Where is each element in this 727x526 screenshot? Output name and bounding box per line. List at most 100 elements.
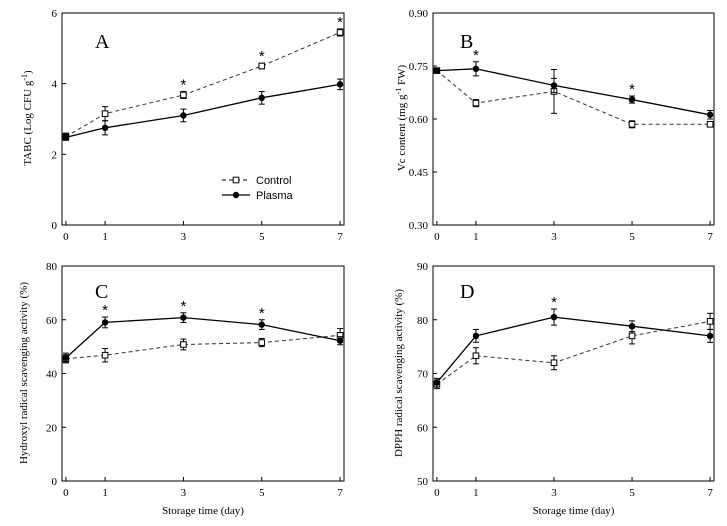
chart-d-series-plasma-point <box>706 332 714 340</box>
chart-a-series-plasma-point <box>336 81 344 88</box>
chart-a-legend-swatch-marker <box>232 176 240 184</box>
chart-c-y-tick-label: 40 <box>46 369 58 381</box>
chart-a-y-axis-title-sup: -1 <box>20 74 29 81</box>
chart-a-legend: Control Plasma <box>222 175 294 202</box>
chart-c-x-tick-label: 3 <box>181 487 187 499</box>
chart-c-x-tick-label: 7 <box>337 487 343 499</box>
chart-b-y-axis-title: Vc content (mg g-1 FW) <box>394 65 409 172</box>
chart-b-series-plasma-point <box>472 65 480 73</box>
chart-c-y-tick-label: 0 <box>52 476 58 488</box>
chart-d-series-control-point <box>706 318 714 325</box>
chart-b-y-tick-label: 0.75 <box>409 61 429 73</box>
chart-a-legend-label: Plasma <box>256 190 294 202</box>
chart-c-series-control-point <box>101 351 109 359</box>
chart-d-x-axis-title: Storage time (day) <box>533 505 615 517</box>
chart-d-series-control-point <box>472 352 480 360</box>
chart-a-significance-marker: * <box>180 76 186 93</box>
chart-c-panel-letter: C <box>95 281 108 303</box>
chart-d-y-tick-label: 50 <box>417 476 429 488</box>
chart-b-y-tick-label: 0.45 <box>409 167 429 179</box>
chart-b-series-control-point <box>628 121 636 128</box>
chart-c-significance-marker: * <box>259 305 265 322</box>
chart-a-series-control-point <box>336 29 344 36</box>
chart-b-series-control-point <box>472 99 480 107</box>
chart-a-legend-label: Control <box>256 175 291 187</box>
chart-a-y-tick-label: 0 <box>52 220 58 232</box>
chart-b-panel-letter: B <box>460 31 473 53</box>
chart-c-series-plasma-point <box>62 354 70 362</box>
chart-c-series-plasma-point <box>258 321 265 328</box>
chart-c-panel: 0 20 40 60 80 0 1 3 5 7 Hydroxyl radical scavengin… <box>18 261 345 517</box>
chart-a-panel-letter: A <box>95 31 110 53</box>
chart-a-y-axis-title-end: ) <box>22 70 34 74</box>
chart-d-series-control-point <box>628 332 636 340</box>
chart-c-y-axis-title: Hydroxyl radical scavenging activity (%) <box>18 282 30 464</box>
chart-c-x-tick-label: 5 <box>259 487 265 499</box>
chart-d-y-axis-title: DPPH radical scavenging activity (%) <box>393 289 405 457</box>
chart-b-significance-marker: * <box>629 81 635 98</box>
chart-a-legend-swatch-marker <box>232 191 240 199</box>
chart-b-y-axis-title-main: Vc content (mg g <box>396 94 408 171</box>
chart-a-series-plasma-point <box>101 124 109 132</box>
chart-d-x-tick-label: 1 <box>473 487 479 499</box>
chart-b-x-tick-label: 1 <box>473 231 479 243</box>
chart-a-series-control-line <box>65 31 341 138</box>
chart-d-panel: 50 60 70 80 90 0 1 3 5 7 DPPH radical scavenging a… <box>393 261 715 517</box>
chart-c-significance-marker: * <box>180 298 186 315</box>
chart-a-series-control-point <box>101 110 109 118</box>
chart-b-y-tick-label: 0.30 <box>409 220 429 232</box>
chart-d-y-tick-label: 60 <box>417 422 429 434</box>
chart-b-series-plasma-point <box>628 96 636 103</box>
chart-c-series-control-point <box>180 341 187 348</box>
chart-b-plot-frame <box>432 12 715 226</box>
chart-d-y-tick-label: 80 <box>417 315 429 327</box>
chart-c-y-tick-label: 20 <box>46 422 58 434</box>
chart-d-series-control-point <box>550 359 558 367</box>
chart-d-x-tick-label: 3 <box>551 487 557 499</box>
chart-a-x-tick-label: 3 <box>181 231 187 243</box>
chart-b-panel: 0.30 0.45 0.60 0.75 0.90 0 1 3 5 7 Vc content (mg … <box>394 8 715 243</box>
chart-b-y-tick-label: 0.90 <box>409 8 429 20</box>
chart-a-y-axis-title: TABC (Log CFU g-1) <box>20 70 35 166</box>
chart-a-significance-marker: * <box>259 48 265 65</box>
chart-c-x-axis-title: Storage time (day) <box>162 505 244 517</box>
chart-b-y-tick-label: 0.60 <box>409 114 429 126</box>
chart-b-x-tick-label: 0 <box>434 231 440 243</box>
chart-d-significance-marker: * <box>551 294 557 311</box>
chart-d-y-tick-label: 90 <box>417 261 429 273</box>
chart-a-x-tick-label: 7 <box>337 231 343 243</box>
chart-c-series-plasma-point <box>336 337 344 344</box>
chart-c-series-plasma-point <box>101 319 109 326</box>
chart-d-y-tick-label: 70 <box>417 369 429 381</box>
chart-c-x-tick-label: 0 <box>63 487 69 499</box>
chart-a-significance-marker: * <box>337 14 343 31</box>
chart-a-x-tick-label: 5 <box>259 231 265 243</box>
chart-b-series-plasma-point <box>706 111 714 118</box>
chart-a-x-tick-label: 0 <box>63 231 69 243</box>
chart-d-plot-frame <box>432 265 715 482</box>
chart-a-y-tick-label: 4 <box>52 79 58 91</box>
chart-d-series-plasma-point <box>550 313 558 321</box>
chart-d-x-tick-label: 5 <box>629 487 635 499</box>
chart-d-x-tick-label: 7 <box>707 487 713 499</box>
chart-c-x-tick-label: 1 <box>102 487 108 499</box>
chart-b-significance-marker: * <box>473 47 479 64</box>
chart-b-x-tick-label: 3 <box>551 231 557 243</box>
chart-a-series-plasma-point <box>258 94 265 102</box>
chart-c-series-plasma-point <box>180 314 187 321</box>
chart-a-y-tick-label: 2 <box>52 149 58 161</box>
chart-a-panel: 0 2 4 6 0 1 3 5 7 TABC (Log CFU g-1) A * * * Control Pl… <box>20 8 345 243</box>
chart-d-series-plasma-line <box>436 316 711 384</box>
chart-a-y-tick-label: 6 <box>52 8 58 20</box>
chart-b-y-axis-title-end: FW) <box>396 65 408 88</box>
chart-a-x-tick-label: 1 <box>102 231 108 243</box>
chart-d-series-plasma-point <box>628 323 636 330</box>
chart-b-series-plasma-point <box>433 67 441 74</box>
chart-a-series-control-point <box>258 62 266 70</box>
chart-d-x-tick-label: 0 <box>434 487 440 499</box>
chart-b-series-control-line <box>436 70 711 125</box>
chart-b-y-axis-title-sup: -1 <box>394 88 403 95</box>
chart-a-y-axis-title-main: TABC (Log CFU g <box>22 80 34 165</box>
chart-d-series-plasma-point <box>433 379 441 386</box>
